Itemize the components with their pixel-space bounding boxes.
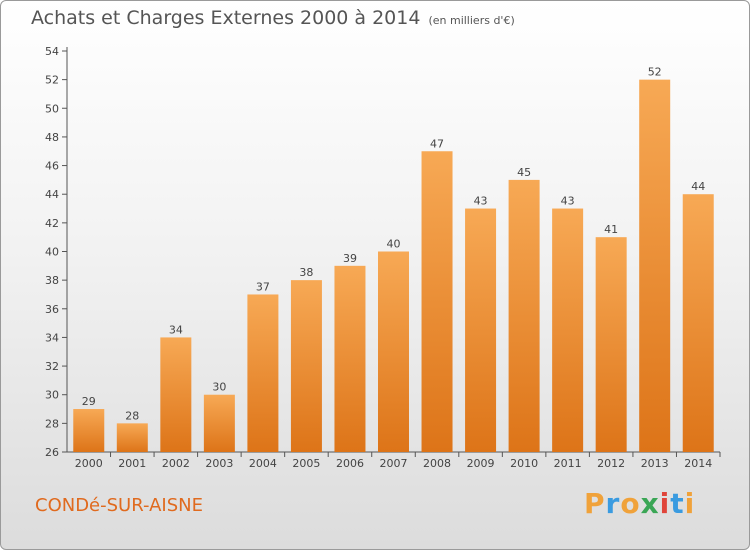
bar xyxy=(378,251,409,452)
bar xyxy=(552,208,584,452)
y-tick-label: 52 xyxy=(45,74,59,87)
bar xyxy=(465,208,497,452)
y-tick-label: 26 xyxy=(45,446,59,459)
logo-letter: t xyxy=(670,487,685,520)
x-tick-label: 2008 xyxy=(423,457,451,470)
bar xyxy=(73,409,105,452)
bar xyxy=(639,79,671,453)
bar-value-label: 44 xyxy=(691,180,705,193)
logo-letter: r xyxy=(605,487,621,520)
bar-value-label: 37 xyxy=(256,280,270,293)
bar-value-label: 28 xyxy=(125,409,139,422)
logo-letter: i xyxy=(684,487,696,520)
bar xyxy=(334,265,366,452)
logo-letter: x xyxy=(640,487,660,520)
y-tick-label: 30 xyxy=(45,389,59,402)
proxiti-logo: Proxiti xyxy=(584,487,695,520)
bar xyxy=(682,194,714,452)
bar-value-label: 29 xyxy=(82,395,96,408)
chart-title-text: Achats et Charges Externes 2000 à 2014 xyxy=(31,7,421,29)
y-tick-label: 54 xyxy=(45,45,59,58)
x-tick-label: 2000 xyxy=(75,457,103,470)
x-tick-label: 2004 xyxy=(249,457,277,470)
y-tick-label: 50 xyxy=(45,102,59,115)
y-tick-label: 40 xyxy=(45,246,59,259)
bar-value-label: 47 xyxy=(430,137,444,150)
x-tick-label: 2011 xyxy=(554,457,582,470)
logo-letter: o xyxy=(620,487,641,520)
bar xyxy=(247,294,279,452)
bar-value-label: 43 xyxy=(561,195,575,208)
y-tick-label: 38 xyxy=(45,274,59,287)
x-tick-label: 2009 xyxy=(467,457,495,470)
x-tick-label: 2005 xyxy=(292,457,320,470)
chart-title: Achats et Charges Externes 2000 à 2014 (e… xyxy=(31,7,515,29)
bar xyxy=(290,280,322,452)
chart-subtitle: (en milliers d'€) xyxy=(428,14,515,27)
bar xyxy=(116,423,148,452)
y-tick-label: 44 xyxy=(45,188,59,201)
x-tick-label: 2007 xyxy=(380,457,408,470)
bar xyxy=(595,237,627,452)
y-tick-label: 32 xyxy=(45,360,59,373)
x-tick-label: 2013 xyxy=(641,457,669,470)
bar-value-label: 38 xyxy=(299,266,313,279)
x-tick-label: 2002 xyxy=(162,457,190,470)
bar xyxy=(421,151,453,452)
bar-value-label: 40 xyxy=(387,238,401,251)
x-tick-label: 2010 xyxy=(510,457,538,470)
bar-value-label: 39 xyxy=(343,252,357,265)
bar-value-label: 45 xyxy=(517,166,531,179)
bar-value-label: 52 xyxy=(648,66,662,79)
x-tick-label: 2003 xyxy=(205,457,233,470)
x-tick-label: 2001 xyxy=(118,457,146,470)
x-tick-label: 2006 xyxy=(336,457,364,470)
city-name: CONDé-SUR-AISNE xyxy=(35,495,203,516)
y-tick-label: 34 xyxy=(45,331,59,344)
y-tick-label: 36 xyxy=(45,303,59,316)
logo-letter: P xyxy=(584,487,606,520)
bar xyxy=(160,337,192,452)
bar-value-label: 43 xyxy=(474,195,488,208)
bar-value-label: 34 xyxy=(169,323,183,336)
logo-letter: i xyxy=(659,487,671,520)
y-tick-label: 48 xyxy=(45,131,59,144)
bar-value-label: 30 xyxy=(212,381,226,394)
y-tick-label: 28 xyxy=(45,417,59,430)
x-tick-label: 2014 xyxy=(684,457,712,470)
y-tick-label: 42 xyxy=(45,217,59,230)
y-tick-label: 46 xyxy=(45,160,59,173)
bar-value-label: 41 xyxy=(604,223,618,236)
bar xyxy=(508,179,540,452)
bar xyxy=(203,394,235,452)
x-tick-label: 2012 xyxy=(597,457,625,470)
